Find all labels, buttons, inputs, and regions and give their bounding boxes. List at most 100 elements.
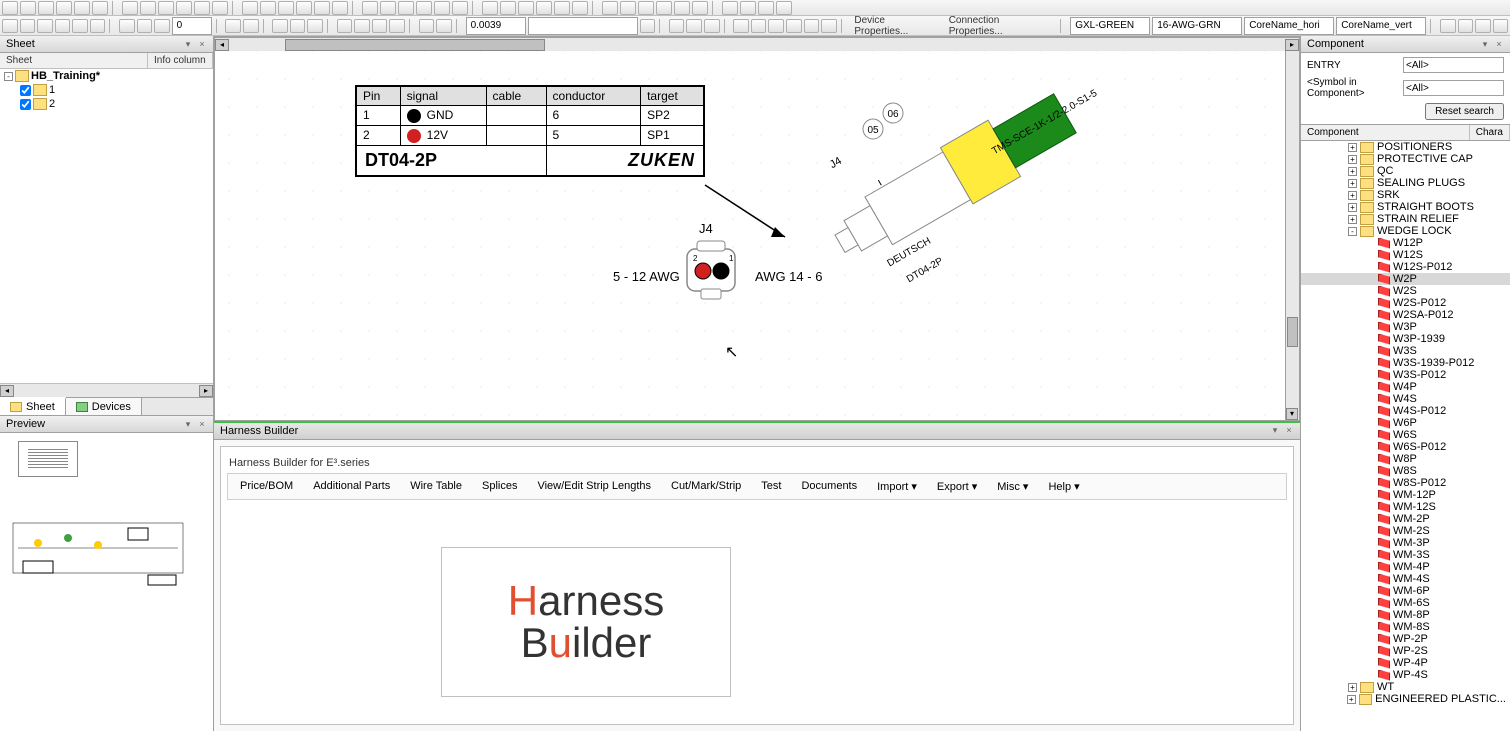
component-item[interactable]: W3S-1939-P012: [1301, 357, 1510, 369]
expand-icon[interactable]: +: [1348, 167, 1357, 176]
folder-row[interactable]: + ENGINEERED PLASTIC...: [1301, 693, 1510, 705]
component-item[interactable]: W8S: [1301, 465, 1510, 477]
toolbar-button[interactable]: [272, 19, 288, 33]
component-item[interactable]: WP-4S: [1301, 669, 1510, 681]
toolbar-button[interactable]: [722, 1, 738, 15]
harness-menu-item[interactable]: Export ▾: [929, 478, 985, 495]
toolbar-button[interactable]: [20, 1, 36, 15]
component-item[interactable]: W4S-P012: [1301, 405, 1510, 417]
toolbar-button[interactable]: [55, 19, 71, 33]
col-chars[interactable]: Chara: [1470, 125, 1510, 140]
component-item[interactable]: W12S-P012: [1301, 261, 1510, 273]
expand-icon[interactable]: +: [1348, 683, 1357, 692]
toolbar-button[interactable]: [2, 1, 18, 15]
component-item[interactable]: W3P: [1301, 321, 1510, 333]
component-item[interactable]: WM-6S: [1301, 597, 1510, 609]
scroll-left-icon[interactable]: ◂: [215, 39, 229, 51]
toolbar-button[interactable]: [56, 1, 72, 15]
tree-root[interactable]: - HB_Training*: [0, 69, 213, 83]
component-item[interactable]: WP-2P: [1301, 633, 1510, 645]
value-input[interactable]: [466, 17, 526, 35]
toolbar-button[interactable]: [337, 19, 353, 33]
toolbar-button[interactable]: [704, 19, 720, 33]
component-item[interactable]: WP-4P: [1301, 657, 1510, 669]
toolbar-button[interactable]: [686, 19, 702, 33]
toolbar-button[interactable]: [242, 1, 258, 15]
sheet-checkbox[interactable]: [20, 99, 31, 110]
pin-icon[interactable]: ▾: [1480, 39, 1490, 49]
harness-menu-item[interactable]: Misc ▾: [989, 478, 1036, 495]
component-item[interactable]: W2S-P012: [1301, 297, 1510, 309]
toolbar-button[interactable]: [354, 19, 370, 33]
folder-row[interactable]: + STRAIN RELIEF: [1301, 213, 1510, 225]
toolbar-button[interactable]: [119, 19, 135, 33]
toolbar-button[interactable]: [38, 1, 54, 15]
scroll-thumb[interactable]: [285, 39, 545, 51]
component-item[interactable]: W2SA-P012: [1301, 309, 1510, 321]
rotate-icon[interactable]: [154, 19, 170, 33]
toolbar-button[interactable]: [768, 19, 784, 33]
folder-row[interactable]: + SRK: [1301, 189, 1510, 201]
component-item[interactable]: WM-12P: [1301, 489, 1510, 501]
toolbar-button[interactable]: [452, 1, 468, 15]
expand-icon[interactable]: +: [1348, 215, 1357, 224]
pin-icon[interactable]: ▾: [183, 419, 193, 429]
canvas-area[interactable]: Pinsignalcableconductortarget 1 GND 6SP2…: [214, 36, 1300, 421]
horizontal-scrollbar[interactable]: ◂ ▸: [215, 37, 1299, 51]
harness-menu-item[interactable]: Documents: [793, 478, 865, 495]
toolbar-button[interactable]: [1475, 19, 1491, 33]
expand-icon[interactable]: -: [1348, 227, 1357, 236]
harness-menu-item[interactable]: Help ▾: [1040, 478, 1087, 495]
component-item[interactable]: WM-12S: [1301, 501, 1510, 513]
toolbar-button[interactable]: [314, 1, 330, 15]
toolbar-button[interactable]: [37, 19, 53, 33]
toolbar-button[interactable]: [137, 19, 153, 33]
toolbar-button[interactable]: [380, 1, 396, 15]
component-item[interactable]: WM-4P: [1301, 561, 1510, 573]
folder-row[interactable]: + WT: [1301, 681, 1510, 693]
component-item[interactable]: W6P: [1301, 417, 1510, 429]
toolbar-button[interactable]: [212, 1, 228, 15]
harness-menu-item[interactable]: Additional Parts: [305, 478, 398, 495]
folder-row[interactable]: + STRAIGHT BOOTS: [1301, 201, 1510, 213]
harness-menu-item[interactable]: Test: [753, 478, 789, 495]
toolbar-button[interactable]: [2, 19, 18, 33]
component-item[interactable]: W6S-P012: [1301, 441, 1510, 453]
toolbar-button[interactable]: [436, 19, 452, 33]
toolbar-button[interactable]: [786, 19, 802, 33]
component-item[interactable]: WM-3P: [1301, 537, 1510, 549]
component-item[interactable]: WM-8P: [1301, 609, 1510, 621]
toolbar-button[interactable]: [158, 1, 174, 15]
toolbar-button[interactable]: [1493, 19, 1509, 33]
toolbar-button[interactable]: [225, 19, 241, 33]
component-item[interactable]: W6S: [1301, 429, 1510, 441]
toolbar-button[interactable]: [260, 1, 276, 15]
toolbar-button[interactable]: [640, 19, 656, 33]
corename-v-select[interactable]: [1336, 17, 1426, 35]
material-select[interactable]: [1070, 17, 1150, 35]
gauge-select[interactable]: [1152, 17, 1242, 35]
expand-icon[interactable]: +: [1348, 203, 1357, 212]
toolbar-button[interactable]: [372, 19, 388, 33]
toolbar-button[interactable]: [804, 19, 820, 33]
scroll-right-icon[interactable]: ▸: [199, 385, 213, 397]
toolbar-button[interactable]: [332, 1, 348, 15]
component-item[interactable]: W8S-P012: [1301, 477, 1510, 489]
preview-body[interactable]: [0, 433, 213, 731]
device-properties-link[interactable]: Device Properties...: [850, 15, 942, 37]
close-icon[interactable]: ×: [1284, 425, 1294, 435]
folder-row[interactable]: - WEDGE LOCK: [1301, 225, 1510, 237]
harness-menu-item[interactable]: Cut/Mark/Strip: [663, 478, 749, 495]
folder-row[interactable]: + PROTECTIVE CAP: [1301, 153, 1510, 165]
close-icon[interactable]: ×: [1494, 39, 1504, 49]
toolbar-button[interactable]: [1458, 19, 1474, 33]
close-icon[interactable]: ×: [197, 39, 207, 49]
tree-col-info[interactable]: Info column: [148, 53, 213, 68]
folder-row[interactable]: + SEALING PLUGS: [1301, 177, 1510, 189]
toolbar-button[interactable]: [602, 1, 618, 15]
expand-icon[interactable]: +: [1348, 143, 1357, 152]
toolbar-button[interactable]: [194, 1, 210, 15]
toolbar-button[interactable]: [416, 1, 432, 15]
tree-item[interactable]: 2: [0, 97, 213, 111]
toolbar-button[interactable]: [362, 1, 378, 15]
